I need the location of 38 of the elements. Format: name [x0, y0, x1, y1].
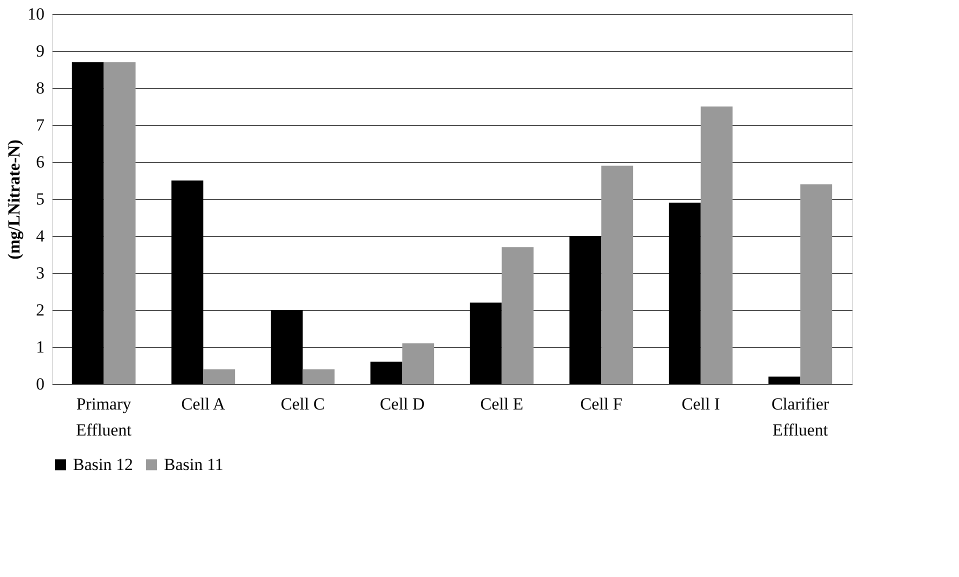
- y-tick-label: 6: [36, 152, 44, 172]
- x-tick-label: Clarifier Effluent: [771, 394, 830, 440]
- y-tick-label: 3: [36, 264, 44, 282]
- y-tick-label: 10: [28, 4, 44, 24]
- bar: [203, 369, 236, 384]
- bar: [270, 310, 303, 384]
- x-tick-label: Primary Effluent: [76, 394, 132, 440]
- bar: [569, 236, 602, 384]
- y-tick-label: 9: [36, 42, 44, 60]
- bar: [700, 106, 733, 384]
- y-tick-label: 7: [36, 116, 45, 134]
- x-tick-label: Cell A: [181, 394, 226, 414]
- y-tick-label: 8: [36, 78, 44, 98]
- bar: [302, 369, 335, 384]
- y-tick-label: 0: [36, 374, 44, 394]
- bar: [72, 62, 104, 384]
- legend-label: Basin 11: [164, 454, 224, 474]
- bar: [171, 180, 204, 384]
- y-axis-title: (mg/LNitrate-N): [4, 140, 24, 260]
- bar: [104, 62, 136, 384]
- bar: [668, 202, 701, 384]
- bar: [370, 362, 402, 384]
- x-tick-label: Cell D: [380, 394, 425, 414]
- bar: [470, 302, 502, 384]
- bar: [768, 376, 800, 384]
- bar: [502, 247, 534, 384]
- y-tick-label: 2: [36, 300, 44, 320]
- y-tick-label: 5: [36, 190, 44, 208]
- x-tick-label: Cell I: [682, 394, 720, 414]
- x-tick-label: Cell F: [580, 394, 622, 414]
- x-tick-label: Cell C: [280, 394, 325, 414]
- bar: [601, 166, 634, 384]
- bar: [800, 184, 832, 384]
- bar: [402, 343, 434, 384]
- y-tick-label: 1: [36, 338, 44, 356]
- y-tick-label: 4: [36, 226, 45, 246]
- x-tick-label: Cell E: [480, 394, 524, 414]
- legend-label: Basin 12: [73, 454, 133, 474]
